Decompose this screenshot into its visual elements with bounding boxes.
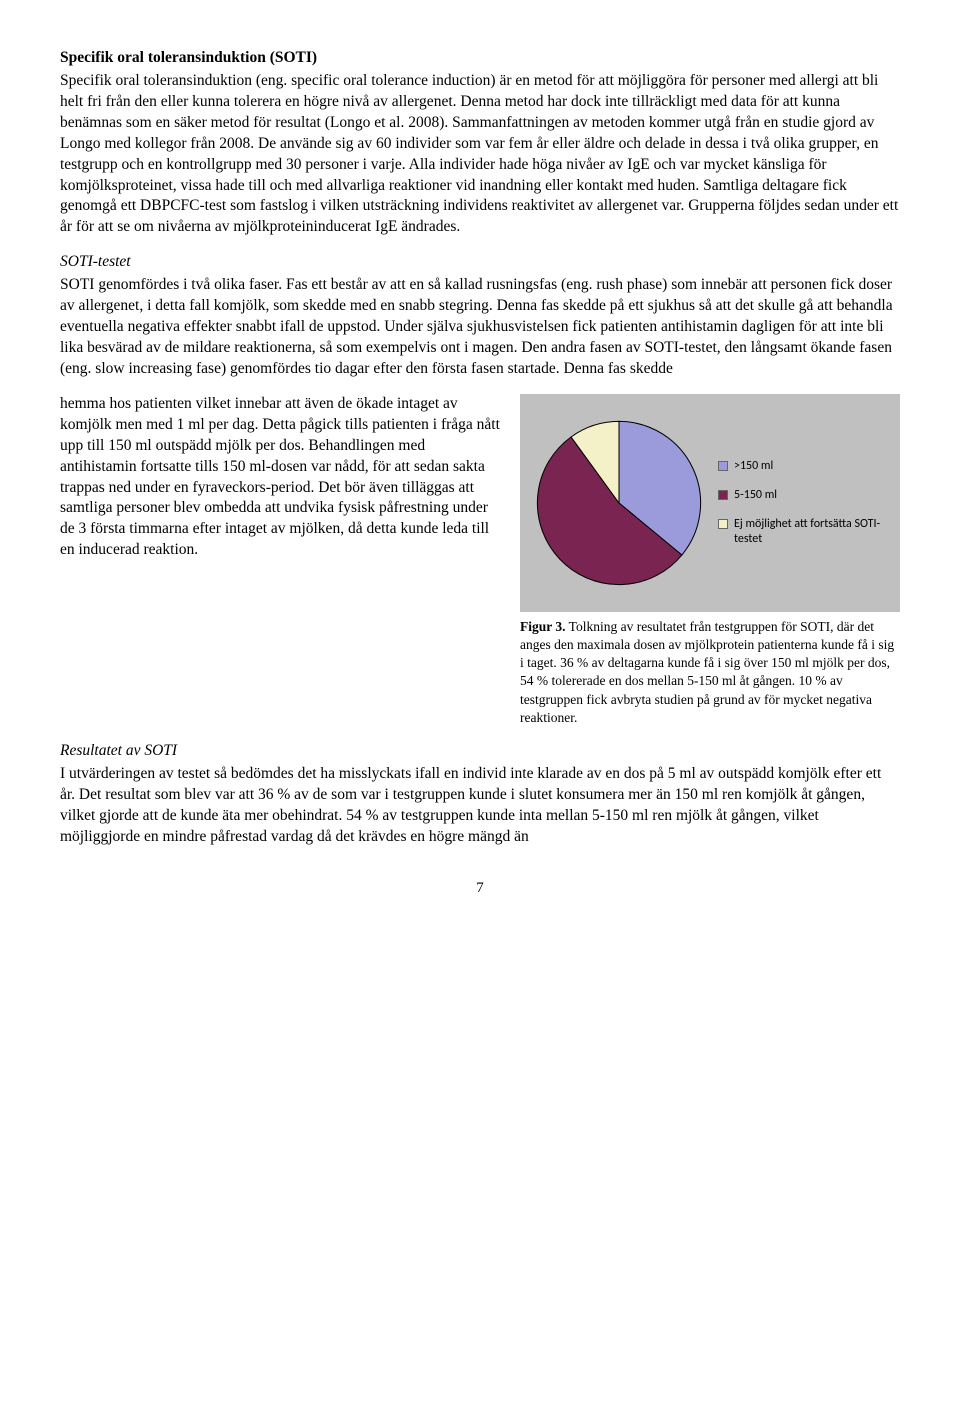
page-number: 7 [60,878,900,898]
legend-swatch [718,461,728,471]
chart-legend: >150 ml 5-150 ml Ej möjlighet att fortsätt… [718,459,882,547]
section3-title: Resultatet av SOTI [60,741,900,762]
legend-label: >150 ml [734,459,773,474]
left-text-column: hemma hos patienten vilket innebar att ä… [60,394,502,561]
right-figure-column: >150 ml 5-150 ml Ej möjlighet att fortsätt… [520,394,900,727]
legend-item: 5-150 ml [718,488,882,503]
pie-chart [534,418,704,588]
two-column-region: hemma hos patienten vilket innebar att ä… [60,394,900,727]
pie-chart-container: >150 ml 5-150 ml Ej möjlighet att fortsätt… [520,394,900,612]
section3-body: I utvärderingen av testet så bedömdes de… [60,764,900,848]
caption-text: Tolkning av resultatet från testgruppen … [520,619,894,725]
section2-body-left: hemma hos patienten vilket innebar att ä… [60,394,502,561]
legend-item: >150 ml [718,459,882,474]
section2-body-top: SOTI genomfördes i två olika faser. Fas … [60,275,900,380]
legend-label: 5-150 ml [734,488,777,503]
section1-body: Specifik oral toleransinduktion (eng. sp… [60,71,900,238]
legend-swatch [718,490,728,500]
figure-caption: Figur 3. Tolkning av resultatet från tes… [520,618,900,727]
section-title: Specifik oral toleransinduktion (SOTI) [60,48,900,69]
legend-swatch [718,519,728,529]
caption-lead: Figur 3. [520,619,566,634]
legend-item: Ej möjlighet att fortsätta SOTI-testet [718,517,882,547]
section2-title: SOTI-testet [60,252,900,273]
legend-label: Ej möjlighet att fortsätta SOTI-testet [734,517,882,547]
